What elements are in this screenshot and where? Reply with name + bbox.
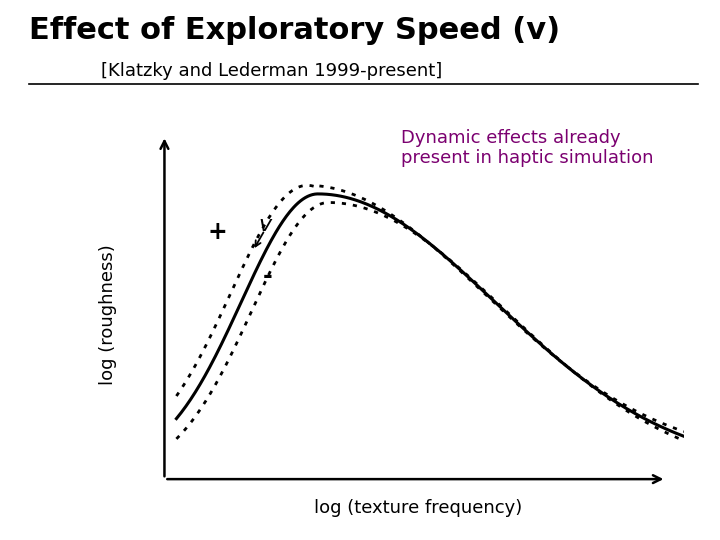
Text: +: + [207, 220, 228, 244]
Text: Effect of Exploratory Speed (v): Effect of Exploratory Speed (v) [29, 16, 560, 45]
Text: v: v [258, 215, 271, 235]
Text: [Klatzky and Lederman 1999-present]: [Klatzky and Lederman 1999-present] [101, 62, 442, 80]
Text: Dynamic effects already
present in haptic simulation: Dynamic effects already present in hapti… [400, 129, 653, 167]
Text: log (texture frequency): log (texture frequency) [314, 500, 523, 517]
Text: -: - [263, 265, 273, 288]
Text: log (roughness): log (roughness) [99, 244, 117, 384]
